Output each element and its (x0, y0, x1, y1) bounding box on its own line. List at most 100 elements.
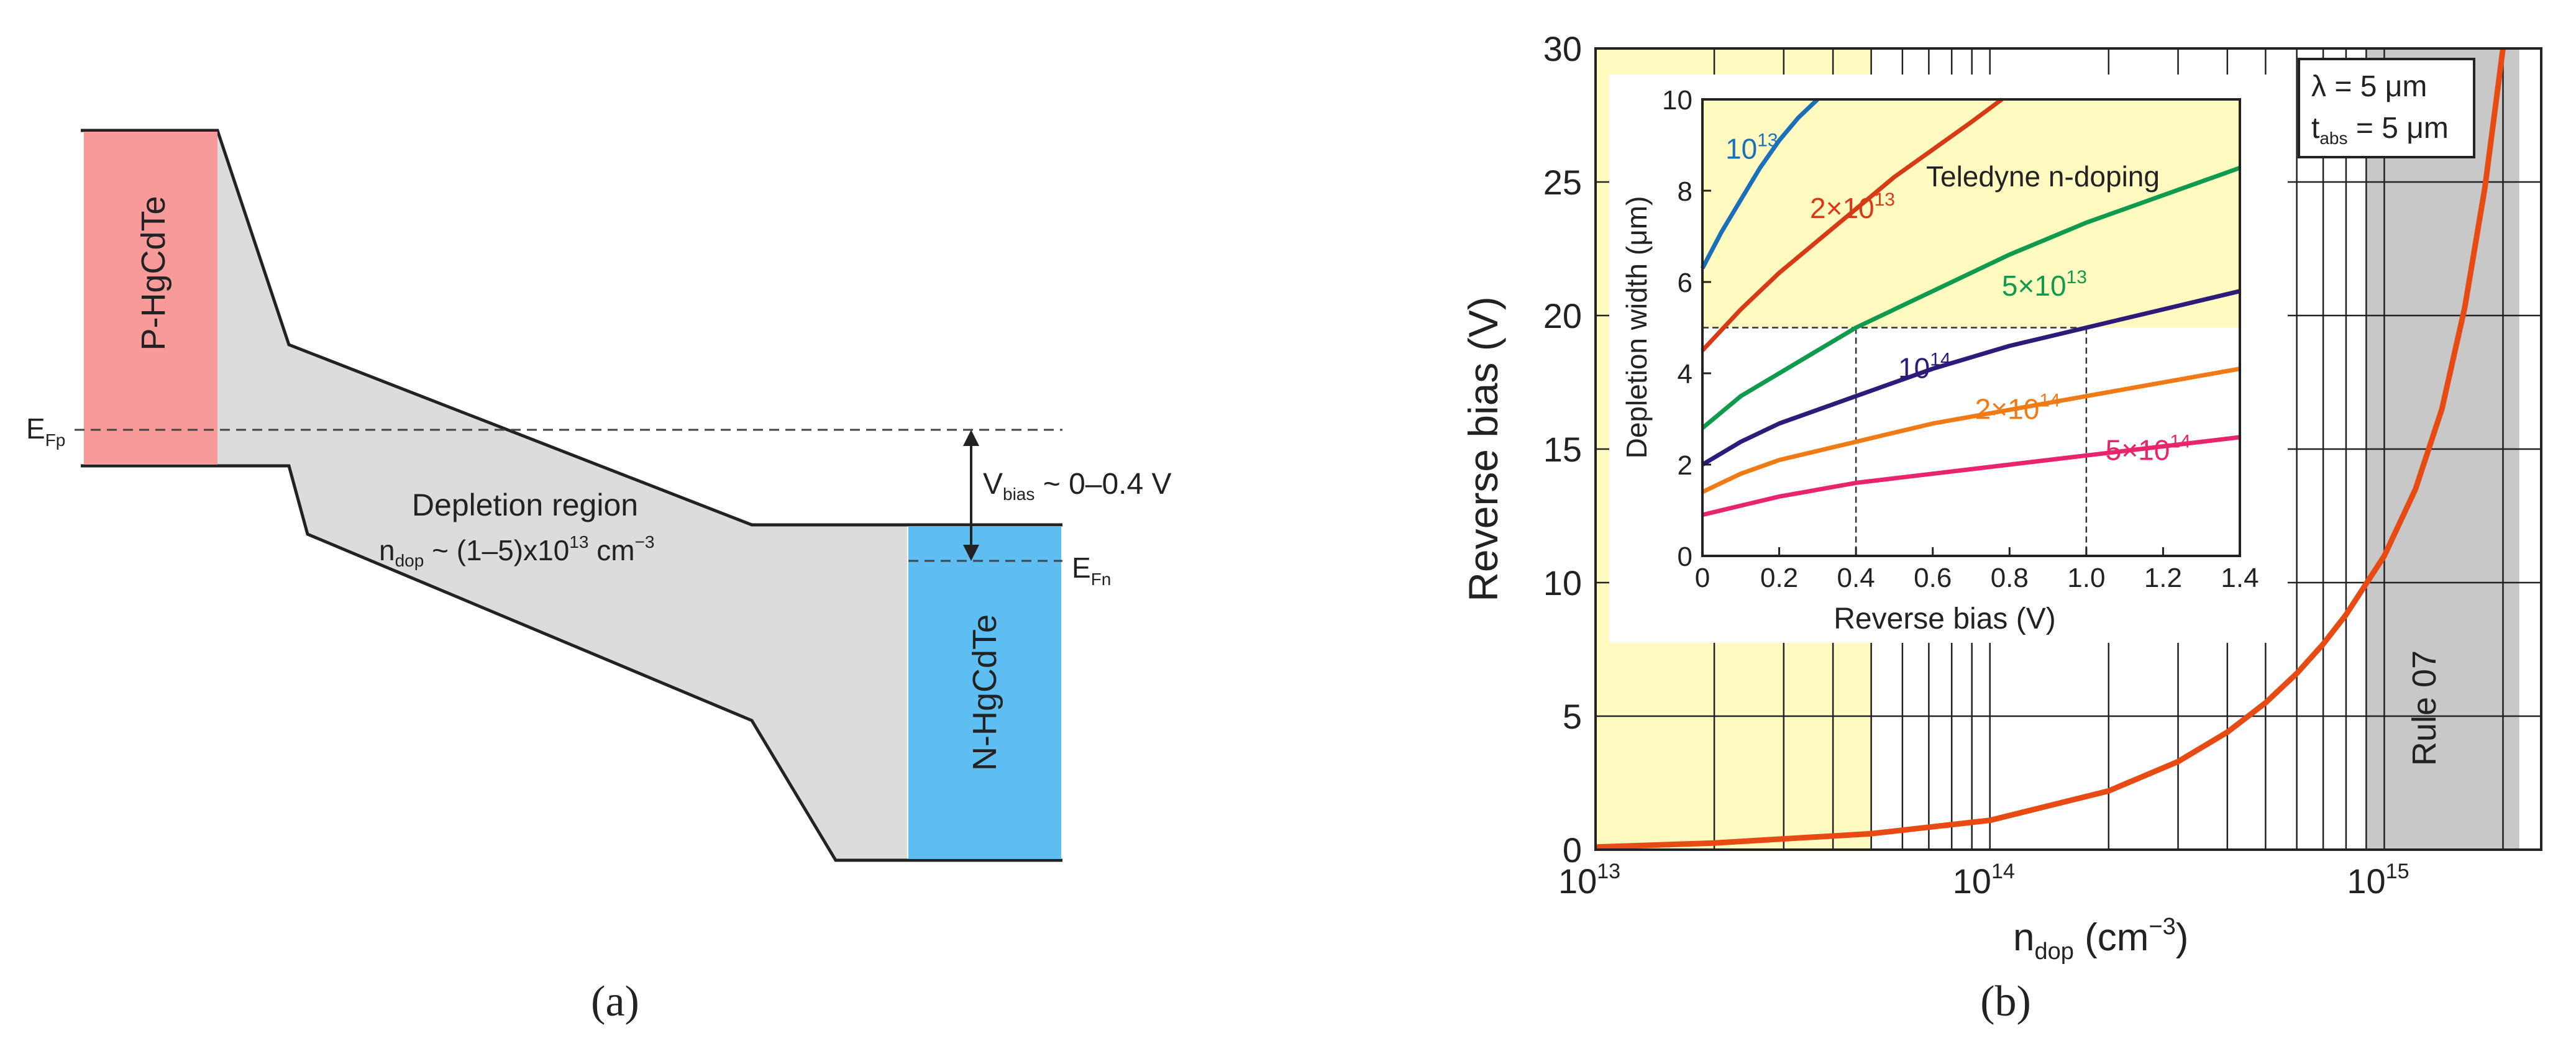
y-tick-label: 0 (1563, 830, 1582, 870)
main-y-axis-label: Reverse bias (V) (1460, 296, 1506, 602)
depletion-region (217, 130, 907, 860)
inset-x-tick-label: 1.2 (2144, 563, 2182, 593)
vbias-arrowhead-up (963, 430, 979, 446)
ndop-unit: cm (588, 534, 634, 566)
legend-line-2: tabs = 5 μm (2311, 112, 2449, 148)
inset-series-label-exp: 14 (2039, 391, 2060, 411)
inset-frame (1701, 98, 2241, 557)
inset-series-label-exp: 14 (1930, 349, 1950, 370)
vbias-label: Vbias ~ 0–0.4 V (983, 468, 1172, 504)
efp-main: E (26, 412, 45, 445)
inset-series-label: 1014 (1898, 349, 1951, 384)
inset-series-label-exp: 13 (2067, 267, 2087, 288)
efn-main: E (1072, 552, 1091, 584)
inset-series-line (1701, 165, 2241, 430)
inset-series-label: 5×1014 (2106, 432, 2191, 466)
p-label: P-HgCdTe (135, 196, 172, 350)
inset-y-tick-label: 2 (1678, 450, 1692, 481)
vbias-sub: bias (1003, 484, 1035, 504)
vbias-main: V (983, 468, 1003, 501)
inset-y-tick-label: 8 (1678, 176, 1692, 207)
efn-label: EFn (1072, 552, 1111, 589)
x-tick-label: 1014 (1953, 860, 2015, 901)
ndop-label: ndop ~ (1–5)x1013 cm−3 (379, 532, 655, 570)
rule07-label: Rule 07 (2406, 650, 2443, 766)
caption-b: (b) (1980, 978, 2031, 1025)
x-tick-label: 1013 (1558, 860, 1620, 901)
main-xlabel-close: ) (2176, 916, 2189, 959)
inset-series-label-exp: 14 (2170, 432, 2190, 452)
main-plot-frame (1594, 47, 2542, 851)
ndop-exp: 13 (569, 532, 588, 552)
inset-series-label: 2×1014 (1975, 391, 2060, 425)
inset-band-label: Teledyne n-doping (1926, 160, 2160, 193)
inset-series-label-main: 5×10 (2106, 434, 2170, 466)
inset-x-tick-label: 0.8 (1991, 563, 2029, 593)
inset-y-tick-label: 0 (1678, 542, 1692, 572)
x-tick-base: 10 (1558, 861, 1597, 901)
x-tick-base: 10 (2347, 861, 2385, 901)
inset-x-tick-label: 1.0 (2067, 563, 2105, 593)
inset-series-line (1701, 289, 2240, 467)
legend-box (2298, 58, 2475, 158)
x-tick-exp: 15 (2386, 860, 2409, 883)
inset-y-tick-label: 10 (1662, 85, 1692, 116)
inset-x-axis-label: Reverse bias (V) (1834, 602, 2055, 635)
n-label: N-HgCdTe (966, 614, 1003, 771)
inset-series-label-exp: 13 (1875, 189, 1895, 210)
inset-series-line (1702, 435, 2240, 517)
p-region (84, 132, 217, 465)
inset-x-tick-label: 0.4 (1837, 563, 1875, 593)
main-xlabel-main: n (2013, 916, 2034, 959)
x-tick-base: 10 (1953, 861, 1991, 901)
inset-series-label-main: 10 (1725, 133, 1757, 165)
inset-y-tick-label: 4 (1678, 359, 1692, 389)
efp-sub: Fp (45, 430, 66, 450)
legend-line-2-main: t (2311, 112, 2319, 145)
ndop-unit-exp: −3 (635, 532, 655, 552)
main-x-axis-label: ndop (cm−3) (2013, 914, 2188, 965)
inset-x-tick-label: 0.6 (1914, 563, 1952, 593)
main-y-ticks: 0 5 10 15 20 25 30 (1543, 29, 1582, 870)
conduction-band-edge (81, 129, 1062, 527)
main-xlabel-sub: dop (2034, 939, 2073, 965)
caption-a: (a) (591, 978, 639, 1025)
inset-x-tick-label: 0.2 (1760, 563, 1798, 593)
ndop-main: n (379, 534, 395, 566)
inset-y-axis-label: Depletion width (μm) (1620, 196, 1653, 459)
inset-series-label-main: 2×10 (1810, 192, 1875, 224)
main-xlabel-unit: (cm (2074, 916, 2149, 959)
x-tick-label: 1015 (2347, 860, 2409, 901)
vbias-arrowhead-down (963, 545, 979, 561)
y-tick-label: 20 (1543, 296, 1582, 335)
inset-x-tick-label: 0 (1695, 563, 1710, 593)
valence-band-edge (81, 464, 1062, 862)
legend-line-2-sub: abs (2319, 129, 2347, 148)
efp-label: EFp (26, 412, 65, 450)
inset-series-label-exp: 13 (1757, 130, 1778, 151)
legend-line-1: λ = 5 μm (2311, 70, 2427, 103)
inset-series-label: 5×1013 (2002, 267, 2087, 302)
efn-sub: Fn (1091, 570, 1112, 589)
inset-series-line (1701, 98, 2004, 352)
n-region (908, 526, 1061, 859)
inset-series-label: 2×1013 (1810, 189, 1895, 224)
inset-series-label-main: 10 (1898, 352, 1930, 384)
inset-x-tick-label: 1.4 (2221, 563, 2259, 593)
vbias-rest: ~ 0–0.4 V (1035, 468, 1171, 501)
inset-y-tick-label: 6 (1678, 268, 1692, 298)
ndop-mid: ~ (1–5)x10 (424, 534, 569, 566)
inset-series-line (1701, 366, 2240, 494)
x-tick-exp: 13 (1597, 860, 1620, 883)
panel-a: P-HgCdTe N-HgCdTe EFp EFn Depletion regi… (26, 129, 1172, 1025)
main-xlabel-exp: −3 (2149, 914, 2175, 940)
main-x-ticks: 1013 1014 1015 (1558, 860, 2409, 901)
depletion-title: Depletion region (412, 488, 638, 522)
y-tick-label: 10 (1543, 563, 1582, 602)
y-tick-label: 25 (1543, 163, 1582, 202)
y-tick-label: 30 (1543, 29, 1582, 68)
y-tick-label: 5 (1563, 697, 1582, 736)
inset-series-label-main: 2×10 (1975, 393, 2040, 425)
inset-series-line (1700, 98, 1819, 270)
